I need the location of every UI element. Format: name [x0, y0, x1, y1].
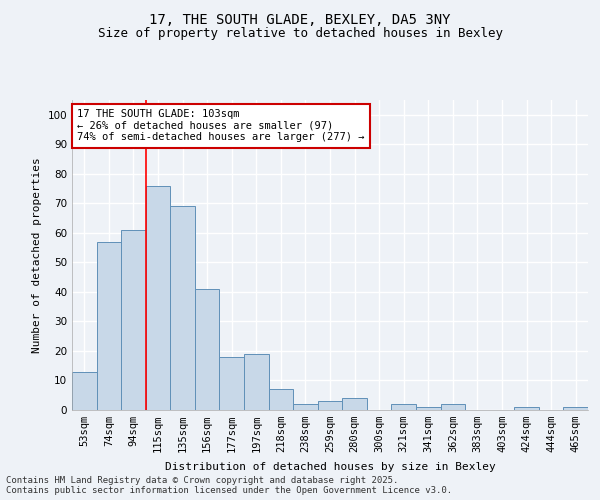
Text: 17, THE SOUTH GLADE, BEXLEY, DA5 3NY: 17, THE SOUTH GLADE, BEXLEY, DA5 3NY [149, 12, 451, 26]
Bar [440, 404, 465, 410]
Bar [269, 390, 293, 410]
Text: Distribution of detached houses by size in Bexley: Distribution of detached houses by size … [164, 462, 496, 472]
Bar [342, 398, 367, 410]
Bar [170, 206, 195, 410]
Text: Size of property relative to detached houses in Bexley: Size of property relative to detached ho… [97, 28, 503, 40]
Bar [514, 407, 539, 410]
Bar [563, 407, 588, 410]
Bar [146, 186, 170, 410]
Bar [318, 401, 342, 410]
Bar [220, 357, 244, 410]
Bar [391, 404, 416, 410]
Bar [293, 404, 318, 410]
Bar [72, 372, 97, 410]
Text: Contains HM Land Registry data © Crown copyright and database right 2025.
Contai: Contains HM Land Registry data © Crown c… [6, 476, 452, 495]
Bar [416, 407, 440, 410]
Bar [195, 289, 220, 410]
Bar [244, 354, 269, 410]
Text: 17 THE SOUTH GLADE: 103sqm
← 26% of detached houses are smaller (97)
74% of semi: 17 THE SOUTH GLADE: 103sqm ← 26% of deta… [77, 110, 365, 142]
Y-axis label: Number of detached properties: Number of detached properties [32, 157, 42, 353]
Bar [97, 242, 121, 410]
Bar [121, 230, 146, 410]
